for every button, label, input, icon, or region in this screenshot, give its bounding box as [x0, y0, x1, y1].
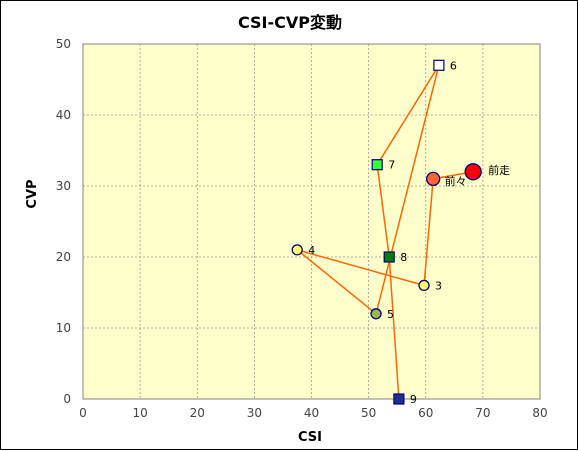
data-point [383, 251, 395, 263]
data-point-label: 前々 [445, 174, 467, 188]
x-tick-label: 40 [304, 406, 319, 420]
data-point [370, 308, 382, 320]
y-tick-label: 40 [56, 108, 71, 122]
y-axis-label: CVP [25, 179, 40, 208]
data-point [433, 59, 445, 71]
x-tick-label: 0 [79, 406, 87, 420]
x-tick-label: 10 [132, 406, 147, 420]
y-tick-label: 0 [63, 392, 71, 406]
x-tick-label: 60 [418, 406, 433, 420]
x-tick-label: 30 [247, 406, 262, 420]
x-axis-label: CSI [298, 430, 322, 445]
data-point-label: 7 [388, 159, 395, 172]
data-point [418, 279, 430, 292]
data-point-label: 4 [308, 244, 315, 257]
x-tick-label: 50 [361, 406, 376, 420]
x-tick-label: 20 [190, 406, 205, 420]
y-tick-label: 10 [56, 321, 71, 335]
data-point [291, 244, 303, 256]
data-point-label: 前走 [488, 163, 510, 177]
y-tick-label: 20 [56, 250, 71, 264]
data-point [371, 159, 383, 171]
data-point-label: 9 [410, 393, 417, 406]
data-point [426, 171, 441, 187]
data-point-label: 3 [435, 279, 442, 292]
y-tick-label: 50 [56, 37, 71, 51]
x-tick-label: 70 [475, 406, 490, 420]
data-point [464, 163, 482, 181]
y-tick-label: 30 [56, 179, 71, 193]
data-point-label: 8 [400, 251, 407, 264]
data-point-label: 6 [450, 59, 457, 72]
data-point [393, 393, 405, 405]
x-tick-label: 80 [532, 406, 547, 420]
data-point-label: 5 [387, 308, 394, 321]
chart-title: CSI-CVP変動 [238, 13, 342, 32]
